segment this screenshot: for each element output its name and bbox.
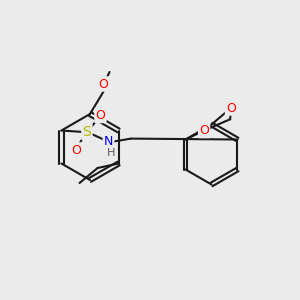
Text: O: O xyxy=(71,143,81,157)
Text: O: O xyxy=(226,101,236,115)
Text: O: O xyxy=(95,109,105,122)
Text: O: O xyxy=(99,77,108,91)
Text: S: S xyxy=(82,125,91,139)
Text: O: O xyxy=(199,124,209,137)
Text: N: N xyxy=(104,135,113,148)
Text: H: H xyxy=(106,148,115,158)
